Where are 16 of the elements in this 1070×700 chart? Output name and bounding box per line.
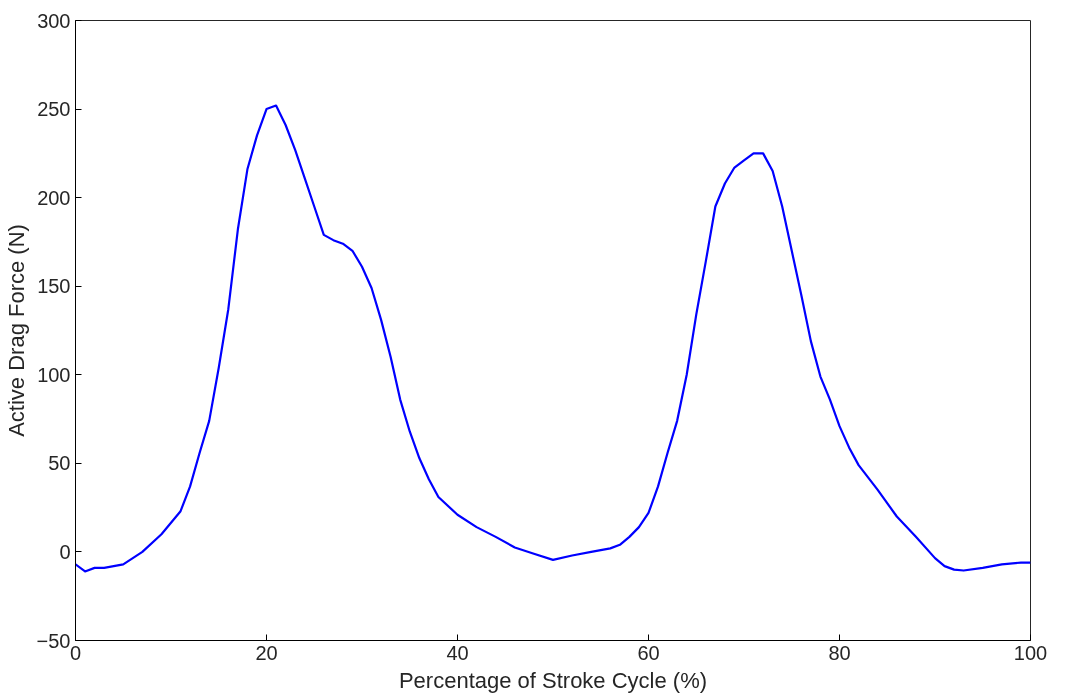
x-axis-title: Percentage of Stroke Cycle (%) [398, 667, 708, 693]
x-tick-label: 100 [1013, 641, 1048, 664]
x-tick-label: 40 [446, 641, 469, 664]
y-tick-label: 150 [37, 275, 71, 298]
y-tick-label: 200 [37, 186, 71, 209]
y-axis-title: Active Drag Force (N) [3, 224, 29, 437]
y-tick-label: 300 [37, 9, 71, 32]
y-tick-label: 50 [48, 452, 71, 475]
y-tick-label: 100 [37, 363, 71, 386]
x-tick-label: 20 [255, 641, 278, 664]
x-tick-label: 80 [828, 641, 851, 664]
x-tick-label: 60 [637, 641, 660, 664]
y-tick-label: 250 [37, 98, 71, 121]
y-tick-label: −50 [36, 629, 71, 652]
y-tick-label: 0 [59, 540, 71, 563]
line-series [75, 104, 1031, 573]
